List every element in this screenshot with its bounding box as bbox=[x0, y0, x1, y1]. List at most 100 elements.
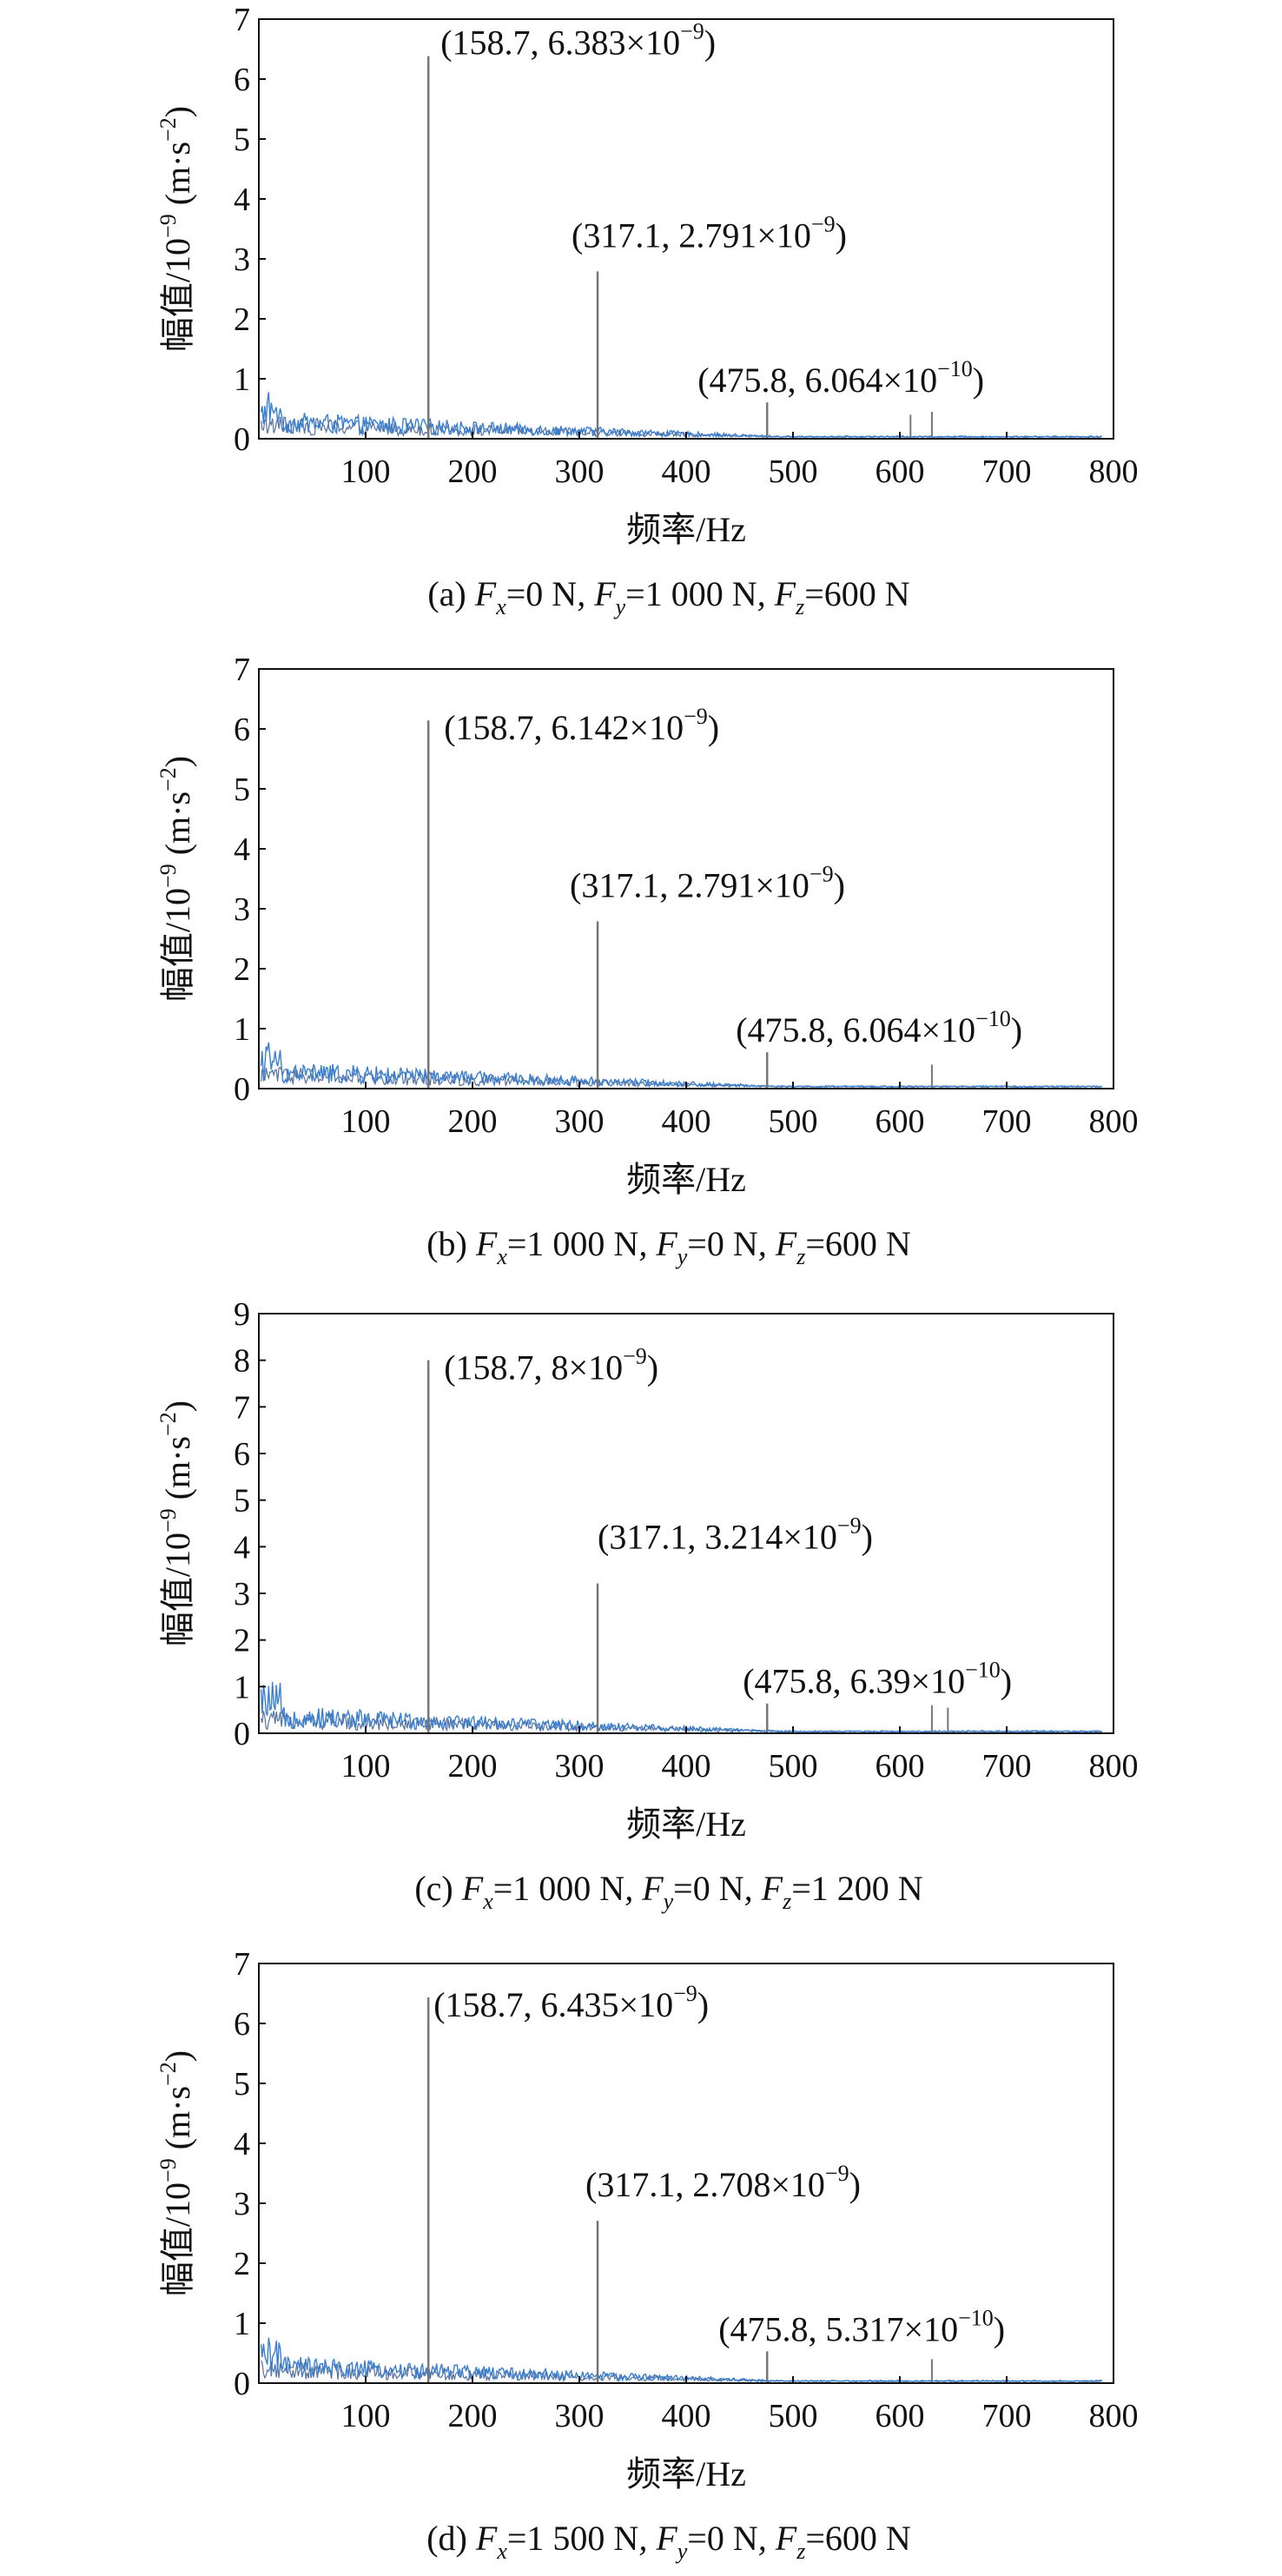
annotation-close: ) bbox=[704, 23, 716, 63]
peak-annotation-3: (475.8, 6.064×10−10) bbox=[736, 1006, 1022, 1050]
caption-force-symbol: F bbox=[467, 1224, 498, 1263]
chart-caption: (b) Fx=1 000 N, Fy=0 N, Fz=600 N bbox=[426, 1224, 911, 1269]
x-tick-label: 800 bbox=[1089, 454, 1139, 490]
caption-force-subscript: z bbox=[782, 1889, 791, 1914]
annotation-close: ) bbox=[973, 361, 984, 400]
y-axis-label-main: 幅值/10 bbox=[158, 1533, 197, 1646]
y-axis-label-unit: (m·s bbox=[158, 791, 197, 864]
annotation-close: ) bbox=[836, 215, 847, 255]
caption-force-equals: = bbox=[687, 2519, 707, 2558]
annotation-exp: −9 bbox=[623, 1344, 647, 1369]
y-tick-label: 2 bbox=[234, 1623, 250, 1659]
caption-force-equals: = bbox=[507, 1224, 527, 1263]
x-tick-label: 300 bbox=[555, 1103, 605, 1140]
caption-force-symbol: F bbox=[466, 574, 497, 613]
caption-force-value: 1 000 N bbox=[645, 574, 757, 613]
y-axis-label: 幅值/10−9 (m·s−2) bbox=[155, 106, 197, 352]
annotation-close: ) bbox=[647, 1348, 658, 1387]
y-tick-label: 2 bbox=[234, 951, 250, 988]
y-axis-label-close: ) bbox=[158, 106, 197, 117]
x-tick-label: 800 bbox=[1089, 1103, 1139, 1140]
y-tick-label: 5 bbox=[234, 1483, 250, 1520]
annotation-exp: −9 bbox=[673, 1981, 697, 2006]
peak-annotation-2: (317.1, 3.214×10−9) bbox=[598, 1513, 873, 1557]
y-tick-label: 5 bbox=[234, 771, 250, 808]
annotation-exp: −9 bbox=[837, 1513, 862, 1539]
annotation-exp: −10 bbox=[965, 1658, 1001, 1683]
y-tick-label: 9 bbox=[234, 1296, 250, 1333]
y-axis-label-unit-exp: −2 bbox=[155, 1412, 181, 1436]
caption-force-symbol: F bbox=[467, 2519, 498, 2558]
y-tick-label: 7 bbox=[234, 1389, 250, 1426]
peak-annotation-3: (475.8, 5.317×10−10) bbox=[718, 2305, 1005, 2348]
y-tick-label: 7 bbox=[234, 1946, 250, 1983]
caption-label: (c) bbox=[414, 1869, 453, 1908]
x-tick-label: 100 bbox=[341, 1103, 391, 1140]
annotation-text: (475.8, 6.39×10 bbox=[743, 1662, 965, 1701]
caption-force-subscript: z bbox=[795, 594, 804, 619]
noise-series bbox=[260, 2337, 1102, 2383]
caption-force-symbol: , F bbox=[757, 574, 796, 613]
caption-force-subscript: z bbox=[796, 1244, 805, 1269]
y-tick-label: 6 bbox=[234, 62, 250, 98]
annotation-exp: −10 bbox=[975, 1006, 1011, 1031]
chart-caption: (d) Fx=1 500 N, Fy=0 N, Fz=600 N bbox=[426, 2519, 911, 2564]
x-tick-label: 600 bbox=[876, 1103, 925, 1140]
peak-annotation-1: (158.7, 6.142×10−9) bbox=[444, 704, 719, 747]
caption-force-value: 0 N bbox=[525, 574, 577, 613]
x-tick-label: 400 bbox=[662, 1103, 711, 1140]
y-axis-label-main: 幅值/10 bbox=[158, 2182, 197, 2296]
y-tick-label: 8 bbox=[234, 1343, 250, 1380]
annotation-exp: −10 bbox=[958, 2305, 994, 2330]
chart-panel-b: 0 1 2 3 4 5 6 7 100 200 300 400 500 600 700 800 频率/Hz 幅值/… bbox=[155, 652, 1139, 1269]
y-tick-label: 0 bbox=[234, 421, 250, 458]
caption-force-value: 1 000 N bbox=[512, 1869, 624, 1908]
caption-force-subscript: x bbox=[482, 1889, 493, 1914]
x-tick-label: 700 bbox=[982, 1748, 1032, 1785]
x-tick-label: 600 bbox=[876, 2398, 925, 2434]
caption-force-symbol: , F bbox=[758, 2519, 797, 2558]
peak-annotation-2: (317.1, 2.791×10−9) bbox=[572, 211, 847, 255]
y-tick-label: 4 bbox=[234, 2126, 250, 2162]
x-tick-label: 200 bbox=[448, 1748, 498, 1785]
annotation-close: ) bbox=[849, 2165, 861, 2204]
chart-caption: (a) Fx=0 N, Fy=1 000 N, Fz=600 N bbox=[427, 574, 909, 619]
annotation-close: ) bbox=[1011, 1010, 1022, 1050]
y-tick-label: 7 bbox=[234, 2, 250, 38]
y-tick-label: 3 bbox=[234, 242, 250, 278]
y-axis-label-exp: −9 bbox=[155, 2158, 181, 2182]
x-axis-label: 频率/Hz bbox=[626, 510, 746, 549]
y-axis-label-close: ) bbox=[158, 2050, 197, 2062]
chart-panel-a: 0 1 2 3 4 5 6 7 100 200 300 400 500 600 700 800 频率/Hz 幅值/… bbox=[155, 2, 1139, 619]
peak-annotation-1: (158.7, 8×10−9) bbox=[444, 1344, 658, 1387]
x-tick-label: 700 bbox=[982, 454, 1032, 490]
x-tick-label: 700 bbox=[982, 2398, 1032, 2434]
y-axis-label-unit-exp: −2 bbox=[155, 2062, 181, 2086]
caption-force-equals: = bbox=[805, 2519, 825, 2558]
x-tick-label: 300 bbox=[555, 2398, 605, 2434]
caption-force-symbol: , F bbox=[638, 1224, 677, 1263]
annotation-close: ) bbox=[697, 1985, 709, 2024]
noise-series bbox=[260, 1042, 1103, 1089]
y-tick-label: 6 bbox=[234, 712, 250, 748]
y-tick-label: 6 bbox=[234, 2006, 250, 2043]
x-tick-label: 500 bbox=[769, 2398, 818, 2434]
caption-force-subscript: x bbox=[495, 594, 506, 619]
x-tick-label: 600 bbox=[876, 1748, 925, 1785]
caption-label: (b) bbox=[426, 1224, 467, 1263]
noise-series bbox=[260, 1681, 1102, 1733]
caption-force-equals: = bbox=[507, 2519, 527, 2558]
y-tick-label: 5 bbox=[234, 122, 250, 158]
x-tick-label: 300 bbox=[555, 454, 605, 490]
x-axis-label: 频率/Hz bbox=[626, 1160, 746, 1199]
x-tick-label: 500 bbox=[769, 1748, 818, 1785]
annotation-exp: −9 bbox=[680, 19, 704, 44]
chart-caption: (c) Fx=1 000 N, Fy=0 N, Fz=1 200 N bbox=[414, 1869, 922, 1914]
annotation-close: ) bbox=[708, 708, 719, 747]
caption-force-value: 1 200 N bbox=[811, 1869, 923, 1908]
x-tick-label: 200 bbox=[448, 2398, 498, 2434]
y-tick-label: 2 bbox=[234, 301, 250, 338]
annotation-text: (317.1, 2.791×10 bbox=[570, 865, 810, 904]
y-axis-label-close: ) bbox=[158, 1401, 197, 1412]
